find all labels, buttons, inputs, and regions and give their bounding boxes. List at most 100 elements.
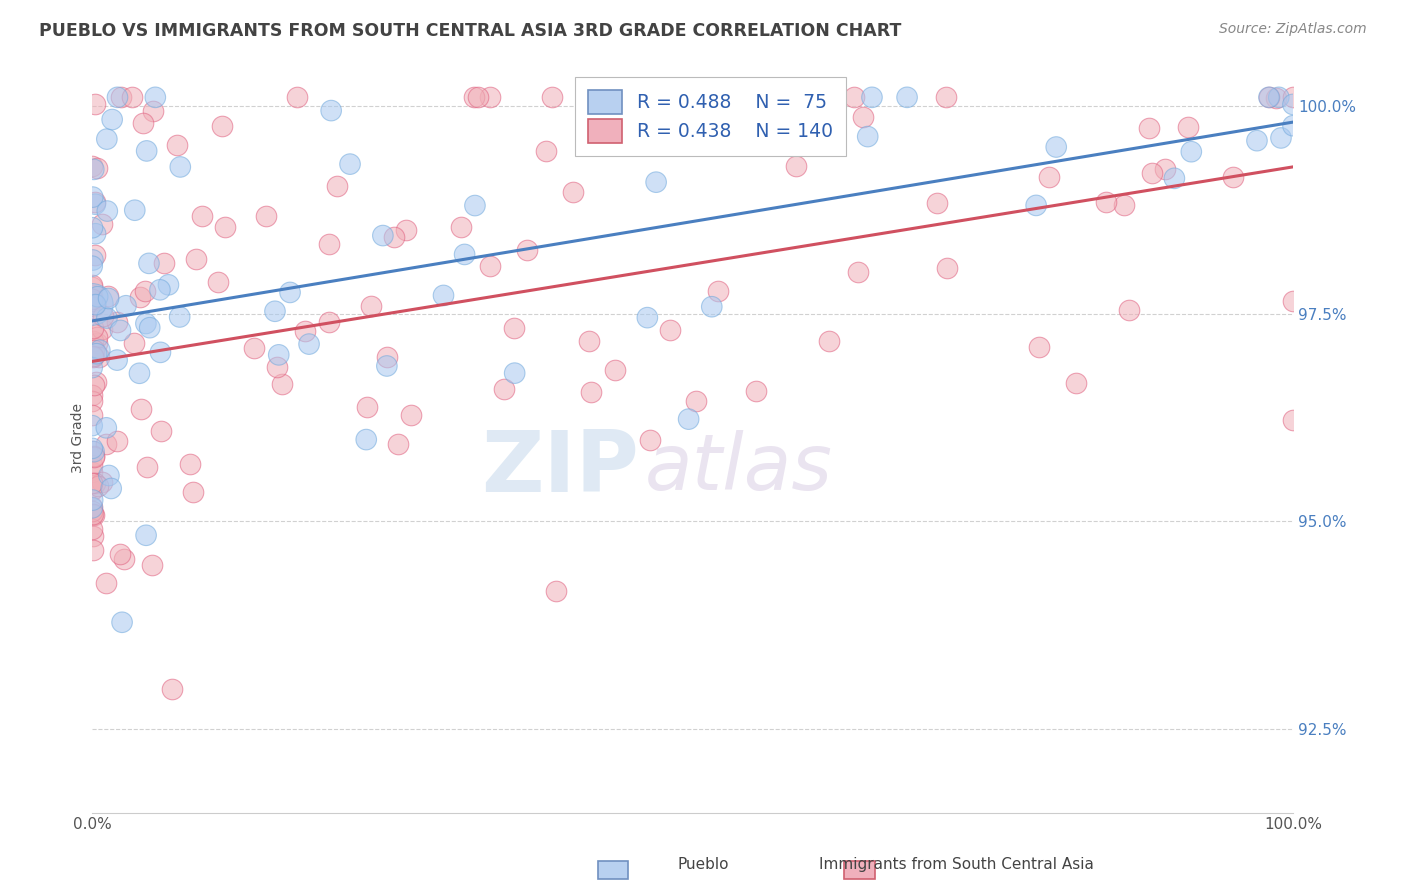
- Point: [82, 349, 104, 363]
- Point: [211, 120, 233, 134]
- Point: [82, 408, 104, 422]
- Text: Pueblo: Pueblo: [678, 857, 728, 872]
- Point: [150, 424, 173, 438]
- Point: [267, 348, 290, 362]
- Point: [110, 547, 132, 561]
- Point: [703, 90, 725, 104]
- Point: [96, 204, 118, 219]
- Point: [115, 299, 138, 313]
- Point: [243, 341, 266, 355]
- Point: [387, 437, 409, 451]
- Point: [1282, 413, 1305, 427]
- Point: [82, 387, 104, 401]
- Point: [82, 508, 104, 522]
- Point: [1025, 198, 1047, 212]
- Point: [149, 283, 172, 297]
- Point: [96, 421, 118, 435]
- Point: [82, 504, 104, 518]
- Point: [668, 90, 690, 104]
- Point: [1154, 162, 1177, 177]
- Point: [96, 132, 118, 146]
- Point: [138, 256, 160, 270]
- Point: [84, 376, 107, 390]
- Point: [82, 483, 104, 497]
- Point: [141, 558, 163, 572]
- Point: [166, 138, 188, 153]
- Point: [321, 103, 343, 118]
- Point: [82, 493, 104, 508]
- Point: [925, 195, 948, 210]
- Point: [852, 110, 875, 124]
- Point: [82, 508, 104, 523]
- Point: [494, 382, 516, 396]
- Point: [105, 353, 128, 368]
- Point: [82, 442, 104, 456]
- Point: [856, 129, 879, 144]
- Point: [124, 203, 146, 218]
- Point: [179, 457, 201, 471]
- Point: [360, 300, 382, 314]
- Point: [82, 291, 104, 305]
- Point: [860, 90, 883, 104]
- Point: [107, 90, 129, 104]
- Point: [97, 292, 120, 306]
- Point: [842, 90, 865, 104]
- Text: Source: ZipAtlas.com: Source: ZipAtlas.com: [1219, 22, 1367, 37]
- Point: [356, 400, 378, 414]
- Point: [1282, 293, 1305, 308]
- Point: [89, 343, 111, 358]
- Point: [97, 289, 120, 303]
- Point: [264, 304, 287, 318]
- Point: [82, 297, 104, 311]
- Text: atlas: atlas: [644, 430, 832, 507]
- Point: [326, 178, 349, 193]
- Point: [82, 443, 104, 458]
- Point: [848, 265, 870, 279]
- Point: [135, 317, 157, 331]
- Point: [82, 500, 104, 514]
- Point: [1268, 90, 1291, 104]
- Point: [318, 237, 340, 252]
- Point: [86, 290, 108, 304]
- Point: [86, 347, 108, 361]
- Point: [678, 412, 700, 426]
- Point: [1045, 140, 1067, 154]
- Point: [82, 293, 104, 308]
- Point: [638, 433, 661, 447]
- Point: [157, 277, 180, 292]
- Point: [936, 261, 959, 276]
- Point: [129, 401, 152, 416]
- Point: [1142, 166, 1164, 180]
- Legend: R = 0.488    N =  75, R = 0.438    N = 140: R = 0.488 N = 75, R = 0.438 N = 140: [575, 78, 846, 156]
- Point: [82, 466, 104, 480]
- Point: [134, 284, 156, 298]
- Point: [382, 230, 405, 244]
- Point: [1246, 134, 1268, 148]
- Point: [82, 278, 104, 293]
- Point: [91, 322, 114, 336]
- Point: [138, 320, 160, 334]
- Point: [1265, 91, 1288, 105]
- Point: [256, 209, 278, 223]
- Point: [516, 244, 538, 258]
- Point: [1114, 198, 1136, 212]
- Point: [1137, 120, 1160, 135]
- Point: [562, 185, 585, 199]
- Point: [86, 330, 108, 344]
- Point: [84, 248, 107, 262]
- Point: [339, 157, 361, 171]
- Point: [135, 460, 157, 475]
- Point: [546, 584, 568, 599]
- Point: [100, 482, 122, 496]
- Point: [82, 360, 104, 375]
- Point: [87, 479, 110, 493]
- Point: [896, 90, 918, 104]
- Point: [1038, 169, 1060, 184]
- Point: [84, 227, 107, 241]
- Point: [463, 90, 485, 104]
- Point: [82, 522, 104, 536]
- Point: [82, 292, 104, 306]
- Point: [82, 349, 104, 363]
- Point: [135, 144, 157, 158]
- Point: [90, 217, 112, 231]
